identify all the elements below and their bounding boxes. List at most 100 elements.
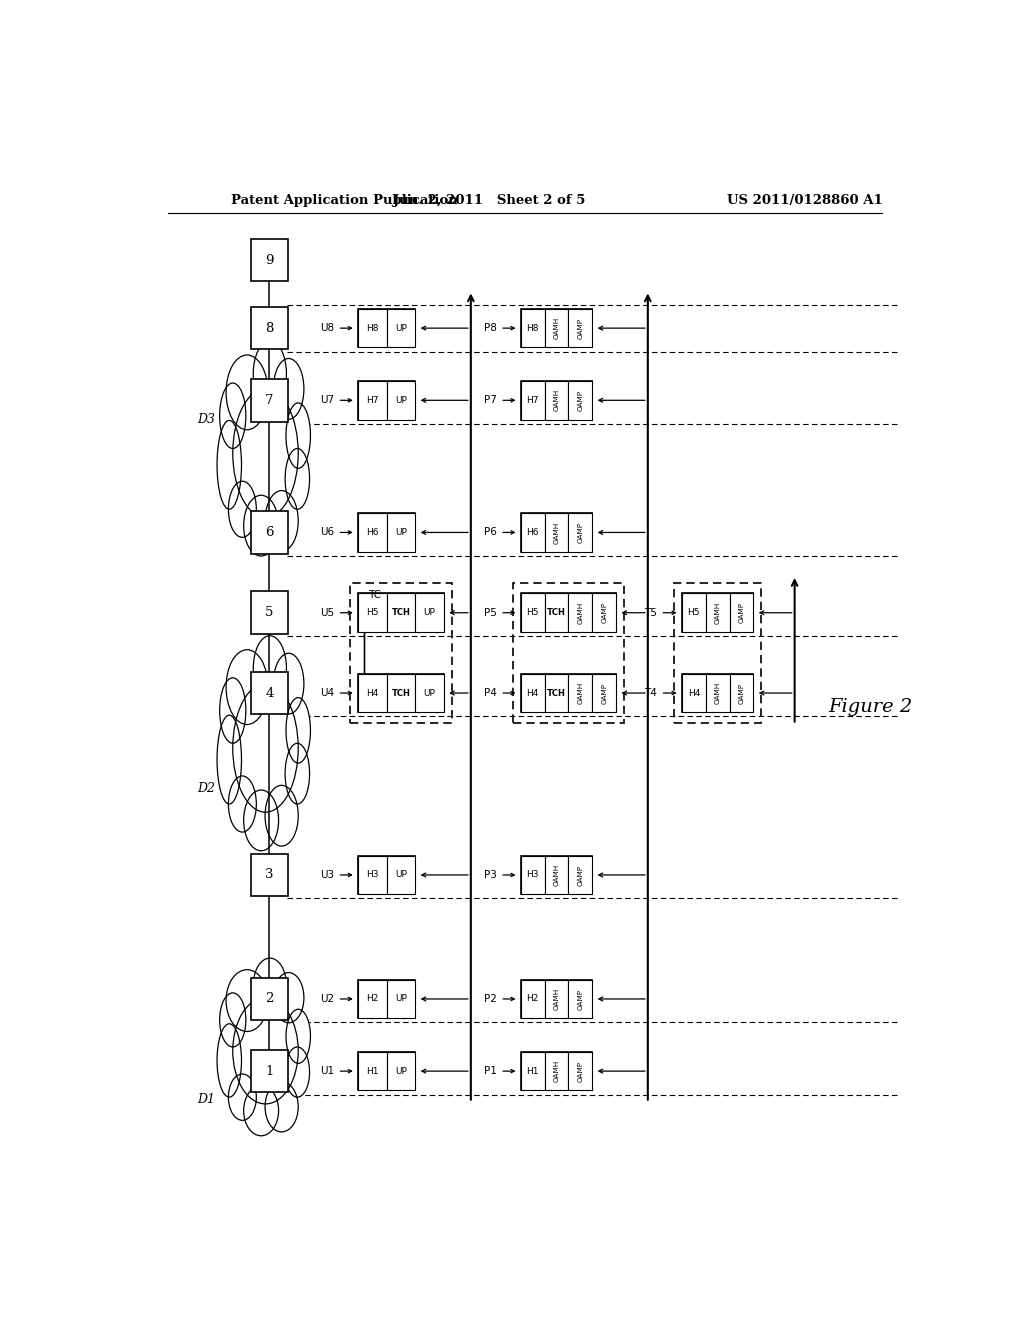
Text: OAMH: OAMH (554, 987, 559, 1010)
Bar (387, 513, 416, 552)
Bar (545, 1052, 568, 1090)
Bar (568, 855, 592, 894)
Ellipse shape (285, 1047, 309, 1097)
Bar (521, 594, 616, 632)
Bar (251, 379, 288, 421)
Text: OAMP: OAMP (738, 682, 744, 704)
Bar (358, 979, 387, 1018)
Text: UP: UP (395, 528, 407, 537)
Text: P4: P4 (484, 688, 497, 698)
Bar (545, 979, 568, 1018)
Text: H8: H8 (526, 323, 539, 333)
Ellipse shape (226, 970, 268, 1031)
Bar (682, 594, 706, 632)
Bar (350, 583, 452, 722)
Bar (545, 855, 568, 894)
Ellipse shape (265, 491, 298, 552)
Bar (251, 978, 288, 1020)
Text: UP: UP (395, 1067, 407, 1076)
Bar (251, 672, 288, 714)
Text: P7: P7 (484, 395, 497, 405)
Text: OAMH: OAMH (715, 682, 721, 704)
Bar (358, 1052, 416, 1090)
Ellipse shape (244, 789, 279, 851)
Text: UP: UP (395, 994, 407, 1003)
Bar (545, 513, 568, 552)
Bar (545, 381, 568, 420)
Ellipse shape (273, 653, 304, 714)
Text: TCH: TCH (391, 689, 411, 697)
Text: H4: H4 (526, 689, 539, 697)
Bar (358, 309, 416, 347)
Bar (358, 309, 387, 347)
Ellipse shape (232, 389, 298, 517)
Bar (521, 381, 545, 420)
Text: H2: H2 (526, 994, 539, 1003)
Bar (568, 594, 592, 632)
Text: TC: TC (368, 590, 381, 599)
Bar (521, 309, 592, 347)
Text: OAMP: OAMP (601, 602, 607, 623)
Bar (568, 513, 592, 552)
Text: 6: 6 (265, 525, 273, 539)
Bar (358, 594, 387, 632)
Bar (706, 594, 729, 632)
Bar (416, 673, 443, 713)
Text: P8: P8 (484, 323, 497, 333)
Bar (358, 673, 443, 713)
Bar (521, 513, 545, 552)
Text: OAMP: OAMP (578, 389, 584, 411)
Text: P5: P5 (484, 607, 497, 618)
Text: H5: H5 (367, 609, 379, 618)
Bar (513, 583, 624, 722)
Text: UP: UP (395, 396, 407, 405)
Ellipse shape (253, 636, 287, 701)
Bar (521, 594, 545, 632)
Text: TCH: TCH (391, 609, 411, 618)
Text: 4: 4 (265, 686, 273, 700)
Ellipse shape (217, 421, 242, 510)
Text: Patent Application Publication: Patent Application Publication (231, 194, 458, 207)
Ellipse shape (273, 359, 304, 420)
Bar (358, 513, 416, 552)
Text: OAMP: OAMP (578, 989, 584, 1010)
Bar (521, 309, 545, 347)
Bar (521, 381, 592, 420)
Text: H6: H6 (367, 528, 379, 537)
Text: D3: D3 (197, 413, 215, 426)
Bar (545, 594, 568, 632)
Text: OAMP: OAMP (738, 602, 744, 623)
Text: UP: UP (395, 870, 407, 879)
Bar (521, 513, 592, 552)
Bar (592, 673, 616, 713)
Text: D2: D2 (197, 781, 215, 795)
Ellipse shape (228, 1074, 256, 1121)
Ellipse shape (273, 973, 304, 1023)
Text: OAMH: OAMH (715, 602, 721, 624)
Text: OAMH: OAMH (554, 389, 559, 412)
Text: U6: U6 (321, 528, 334, 537)
Text: 1: 1 (265, 1065, 273, 1077)
Text: U7: U7 (321, 395, 334, 405)
Bar (387, 1052, 416, 1090)
Bar (729, 594, 754, 632)
Ellipse shape (220, 993, 246, 1047)
Bar (358, 381, 387, 420)
Text: U8: U8 (321, 323, 334, 333)
Ellipse shape (217, 1024, 242, 1097)
Text: US 2011/0128860 A1: US 2011/0128860 A1 (727, 194, 883, 207)
Text: OAMH: OAMH (554, 317, 559, 339)
Text: Jun. 2, 2011   Sheet 2 of 5: Jun. 2, 2011 Sheet 2 of 5 (393, 194, 586, 207)
Bar (251, 854, 288, 896)
Bar (387, 673, 416, 713)
Text: H1: H1 (526, 1067, 539, 1076)
Text: H3: H3 (367, 870, 379, 879)
Text: OAMP: OAMP (601, 682, 607, 704)
Text: P1: P1 (484, 1067, 497, 1076)
Text: P2: P2 (484, 994, 497, 1005)
Text: 9: 9 (265, 253, 273, 267)
Text: H8: H8 (367, 323, 379, 333)
Text: H7: H7 (367, 396, 379, 405)
Text: 3: 3 (265, 869, 273, 882)
Text: U4: U4 (321, 688, 334, 698)
